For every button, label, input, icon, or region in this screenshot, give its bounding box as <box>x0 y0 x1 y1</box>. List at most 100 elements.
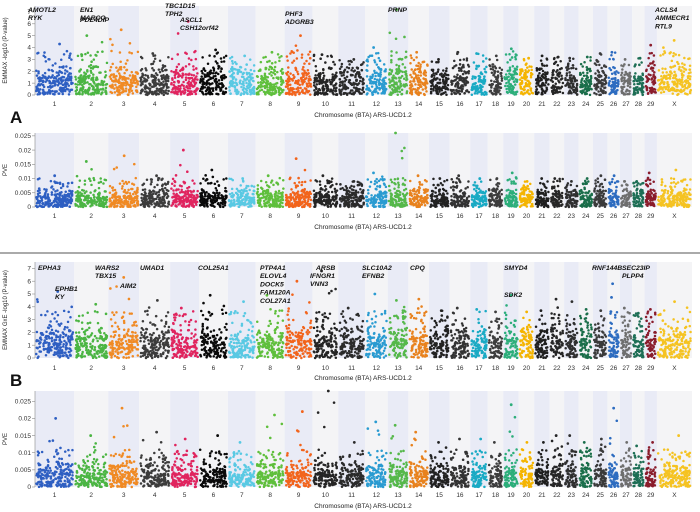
data-point <box>36 201 39 204</box>
data-point <box>409 54 413 57</box>
data-point <box>507 80 510 84</box>
data-point <box>68 56 71 59</box>
data-point <box>520 82 523 86</box>
data-point <box>257 69 261 73</box>
data-point <box>140 75 144 78</box>
data-point <box>515 68 519 71</box>
data-point <box>686 87 689 90</box>
data-point <box>183 194 186 198</box>
data-point <box>90 202 93 206</box>
data-point <box>181 90 184 93</box>
data-point <box>371 93 375 96</box>
data-point <box>430 84 433 88</box>
data-point <box>47 90 51 94</box>
data-point <box>158 200 162 203</box>
data-point <box>325 78 329 82</box>
data-point <box>117 201 120 205</box>
data-point <box>91 76 95 79</box>
data-point <box>186 199 190 202</box>
data-point <box>267 68 271 71</box>
data-point <box>263 72 267 76</box>
data-point <box>671 76 675 80</box>
peak-point <box>649 43 653 47</box>
data-point <box>54 90 57 94</box>
data-point <box>281 194 284 198</box>
data-point <box>134 192 138 196</box>
data-point <box>90 168 93 171</box>
data-point <box>395 63 398 67</box>
data-point <box>356 66 360 70</box>
data-point <box>671 87 675 90</box>
data-point <box>405 82 408 86</box>
data-point <box>418 78 422 82</box>
data-point <box>211 76 215 80</box>
peak-point <box>568 56 572 60</box>
data-point <box>249 76 252 79</box>
data-point <box>115 166 119 169</box>
x-tick-label: 4 <box>153 101 157 108</box>
data-point <box>63 204 66 207</box>
data-point <box>380 82 383 86</box>
data-point <box>535 88 538 91</box>
data-point <box>298 91 302 95</box>
data-point <box>170 90 173 94</box>
data-point <box>84 195 87 199</box>
data-point <box>334 93 338 96</box>
data-point <box>276 76 280 79</box>
data-point <box>376 51 380 55</box>
data-point <box>222 56 226 59</box>
data-point <box>175 188 179 191</box>
data-point <box>158 196 162 199</box>
data-point <box>216 62 219 65</box>
peak-point <box>672 39 676 42</box>
data-point <box>511 77 514 80</box>
data-point <box>118 182 122 185</box>
data-point <box>47 57 50 61</box>
data-point <box>272 87 275 90</box>
y-tick-label: 7 <box>27 9 31 16</box>
data-point <box>315 69 318 73</box>
data-point <box>567 85 571 89</box>
data-point <box>230 55 234 59</box>
data-point <box>67 192 70 196</box>
data-point <box>265 90 269 94</box>
data-point <box>499 86 503 89</box>
data-point <box>615 70 618 73</box>
data-point <box>127 180 131 184</box>
data-point <box>120 81 123 85</box>
data-point <box>645 80 648 83</box>
data-point <box>245 184 248 188</box>
data-point <box>99 177 102 180</box>
data-point <box>458 78 461 82</box>
data-point <box>192 201 196 204</box>
data-point <box>413 72 417 75</box>
data-point <box>36 205 40 209</box>
data-point <box>410 91 414 94</box>
data-point <box>162 190 165 193</box>
data-point <box>166 180 170 184</box>
data-point <box>513 80 516 83</box>
data-point <box>120 85 124 88</box>
data-point <box>657 78 661 82</box>
data-point <box>445 67 448 70</box>
data-point <box>184 51 187 55</box>
data-point <box>405 78 408 82</box>
data-point <box>425 90 428 93</box>
data-point <box>177 62 181 66</box>
gene-annotation: PDE4DIP <box>80 17 110 24</box>
data-point <box>511 65 515 68</box>
data-point <box>40 205 43 208</box>
data-point <box>628 73 631 77</box>
x-tick-label: 25 <box>597 101 605 108</box>
data-point <box>181 204 184 207</box>
data-point <box>220 78 224 82</box>
data-point <box>89 54 92 57</box>
data-point <box>398 79 401 82</box>
data-point <box>566 64 570 68</box>
data-point <box>84 52 87 56</box>
data-point <box>295 57 299 60</box>
data-point <box>193 81 196 84</box>
data-point <box>172 189 175 192</box>
data-point <box>162 89 165 93</box>
data-point <box>163 199 166 203</box>
